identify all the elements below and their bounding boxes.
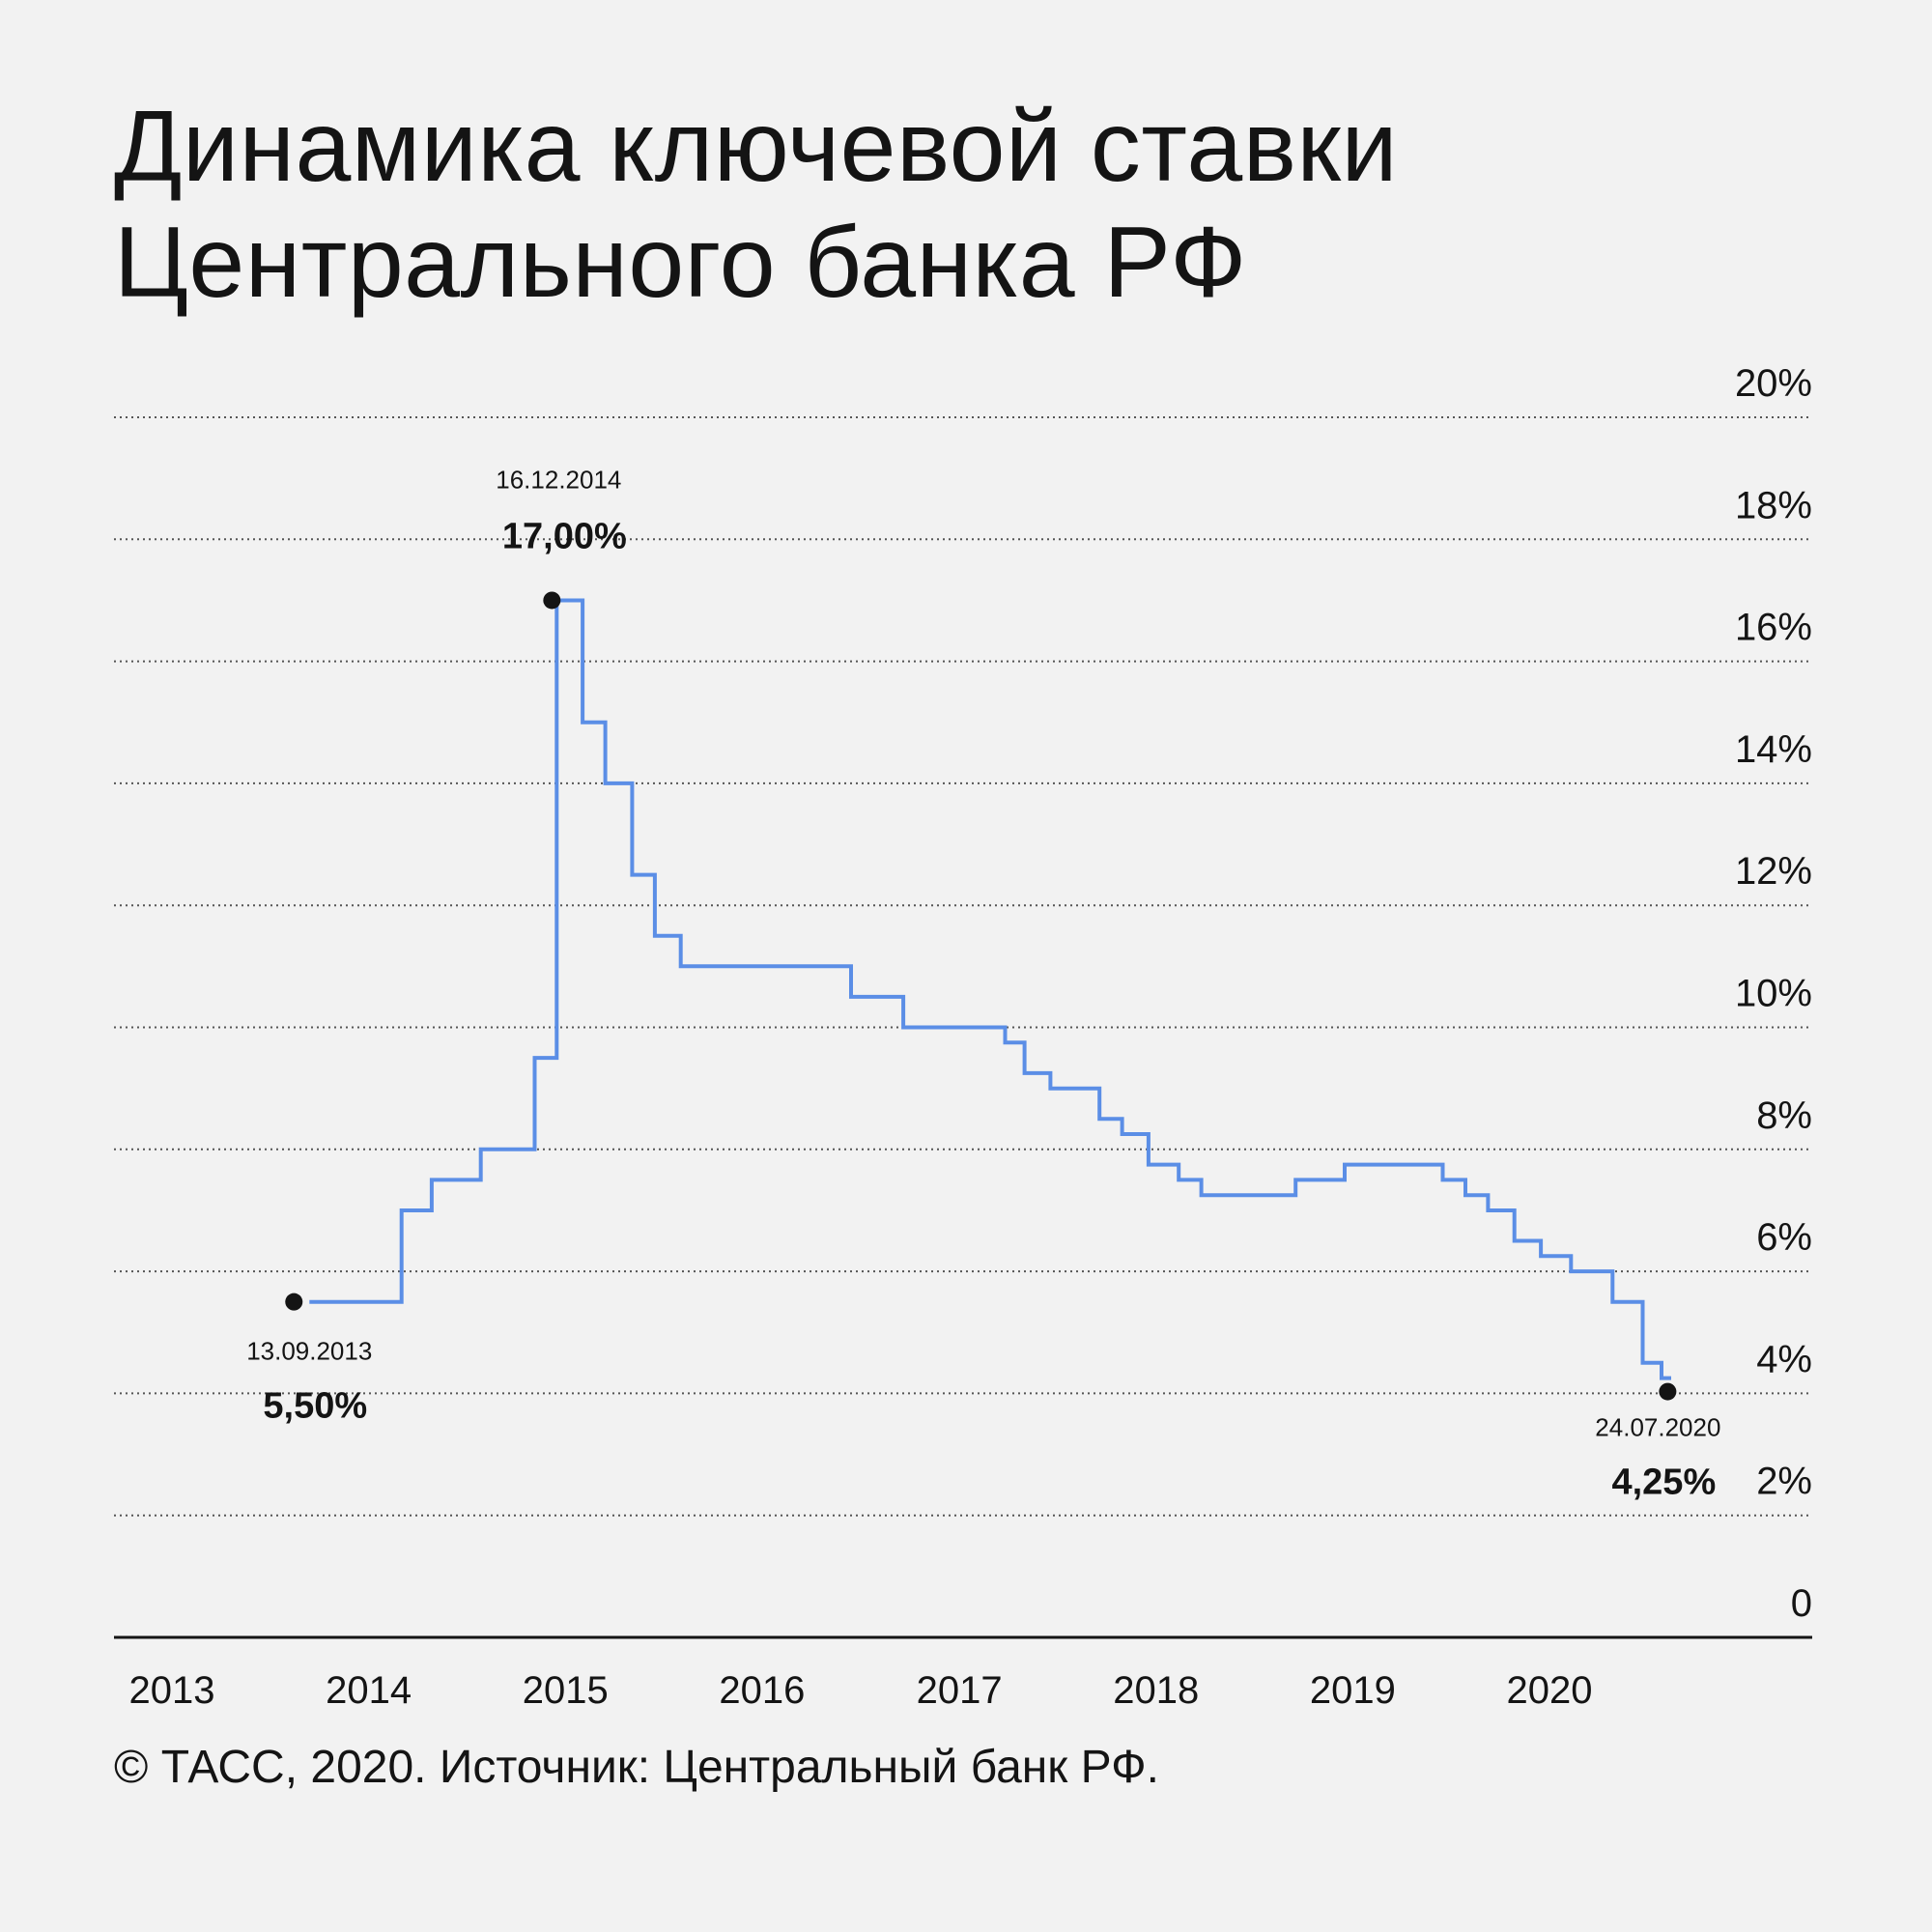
y-tick-label-4: 4%: [1756, 1338, 1812, 1380]
annotation-value-0: 5,50%: [263, 1386, 367, 1427]
chart-title-line-1: Динамика ключевой ставки: [114, 91, 1399, 203]
chart-title-line-2: Центрального банка РФ: [114, 207, 1247, 319]
x-tick-label-2013: 2013: [129, 1669, 215, 1712]
annotation-date-0: 13.09.2013: [246, 1337, 372, 1366]
annotation-dot-1: [543, 591, 561, 610]
y-tick-label-20: 20%: [1735, 362, 1812, 405]
x-tick-label-2017: 2017: [917, 1669, 1003, 1712]
y-tick-label-10: 10%: [1735, 973, 1812, 1015]
annotation-date-2: 24.07.2020: [1595, 1413, 1720, 1442]
y-tick-label-2: 2%: [1756, 1461, 1812, 1503]
y-tick-label-14: 14%: [1735, 728, 1812, 771]
x-tick-label-2015: 2015: [523, 1669, 609, 1712]
y-tick-label-6: 6%: [1756, 1216, 1812, 1259]
y-tick-label-8: 8%: [1756, 1094, 1812, 1137]
annotation-dot-0: [285, 1293, 303, 1311]
x-tick-label-2016: 2016: [719, 1669, 805, 1712]
x-tick-label-2018: 2018: [1113, 1669, 1199, 1712]
y-tick-label-0: 0: [1791, 1582, 1812, 1625]
annotation-date-1: 16.12.2014: [496, 465, 621, 494]
y-tick-label-12: 12%: [1735, 850, 1812, 893]
x-tick-label-2020: 2020: [1507, 1669, 1593, 1712]
annotation-value-1: 17,00%: [502, 516, 627, 556]
annotation-value-2: 4,25%: [1611, 1463, 1716, 1503]
rate-step-line-0: [309, 598, 1671, 1380]
x-tick-label-2014: 2014: [326, 1669, 412, 1712]
x-tick-label-2019: 2019: [1310, 1669, 1396, 1712]
source-credit: © ТАСС, 2020. Источник: Центральный банк…: [114, 1742, 1159, 1793]
annotation-dot-2: [1659, 1382, 1677, 1401]
y-tick-label-18: 18%: [1735, 484, 1812, 526]
y-tick-label-16: 16%: [1735, 607, 1812, 649]
chart-title: Динамика ключевой ставки Центрального ба…: [114, 89, 1756, 321]
